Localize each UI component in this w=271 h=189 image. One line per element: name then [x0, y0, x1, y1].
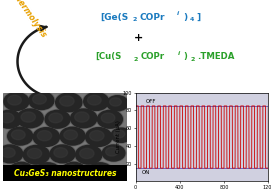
- Text: Cu₂GeS₃ nanostructures: Cu₂GeS₃ nanostructures: [14, 169, 116, 178]
- Circle shape: [60, 127, 85, 145]
- Circle shape: [0, 144, 24, 163]
- Circle shape: [85, 127, 113, 147]
- Circle shape: [55, 92, 83, 112]
- Circle shape: [80, 148, 94, 159]
- Circle shape: [64, 130, 78, 140]
- Circle shape: [49, 144, 76, 163]
- Circle shape: [90, 131, 104, 141]
- Circle shape: [8, 95, 21, 105]
- Circle shape: [61, 162, 87, 180]
- Text: COPr: COPr: [141, 52, 165, 61]
- Circle shape: [17, 109, 43, 128]
- Circle shape: [8, 127, 33, 145]
- Text: ]: ]: [196, 12, 200, 22]
- Text: i: i: [178, 51, 180, 56]
- Text: 4: 4: [190, 17, 194, 22]
- Circle shape: [29, 92, 54, 109]
- Circle shape: [96, 110, 123, 129]
- Circle shape: [37, 131, 52, 141]
- Circle shape: [44, 110, 71, 129]
- Circle shape: [70, 108, 98, 128]
- Circle shape: [0, 110, 21, 128]
- Circle shape: [65, 165, 78, 174]
- Text: COPr: COPr: [140, 12, 165, 22]
- Circle shape: [114, 130, 125, 138]
- Circle shape: [34, 162, 61, 181]
- Circle shape: [60, 96, 74, 106]
- Text: OFF: OFF: [146, 99, 156, 104]
- Text: i: i: [177, 11, 179, 16]
- Circle shape: [13, 165, 26, 174]
- Circle shape: [45, 110, 70, 128]
- Text: co-thermolysis: co-thermolysis: [3, 0, 49, 39]
- Circle shape: [23, 146, 50, 164]
- Circle shape: [0, 110, 22, 129]
- Circle shape: [102, 145, 125, 161]
- Circle shape: [91, 165, 105, 175]
- Circle shape: [0, 113, 14, 123]
- Circle shape: [49, 113, 63, 123]
- Circle shape: [106, 147, 118, 156]
- Circle shape: [28, 91, 55, 110]
- Circle shape: [83, 92, 110, 111]
- Circle shape: [33, 128, 59, 146]
- Text: 2: 2: [191, 57, 195, 62]
- Circle shape: [88, 163, 112, 180]
- Circle shape: [11, 130, 25, 140]
- Circle shape: [4, 93, 29, 110]
- Circle shape: [39, 165, 53, 175]
- Circle shape: [22, 145, 50, 165]
- Circle shape: [71, 109, 97, 128]
- Circle shape: [32, 127, 60, 147]
- Circle shape: [9, 162, 33, 179]
- Circle shape: [75, 112, 89, 122]
- Circle shape: [98, 110, 122, 128]
- Circle shape: [54, 148, 67, 157]
- Text: .TMEDA: .TMEDA: [197, 52, 234, 61]
- Circle shape: [110, 127, 132, 143]
- Circle shape: [84, 93, 109, 110]
- Circle shape: [3, 92, 30, 111]
- Text: ): ): [184, 52, 188, 61]
- Text: +: +: [134, 33, 144, 43]
- Circle shape: [21, 112, 36, 122]
- Circle shape: [27, 148, 42, 159]
- Y-axis label: Current (μA): Current (μA): [116, 121, 121, 153]
- Circle shape: [88, 95, 101, 105]
- Text: 2: 2: [133, 17, 137, 22]
- Circle shape: [101, 113, 115, 123]
- Circle shape: [106, 95, 129, 112]
- Circle shape: [107, 96, 128, 111]
- Circle shape: [7, 127, 34, 146]
- Circle shape: [0, 145, 23, 163]
- Circle shape: [86, 162, 113, 181]
- Circle shape: [9, 162, 34, 180]
- Circle shape: [86, 128, 112, 146]
- Text: [Cu(S: [Cu(S: [95, 52, 121, 61]
- Text: 2: 2: [134, 57, 138, 62]
- Circle shape: [111, 128, 131, 142]
- Text: ): ): [183, 12, 187, 22]
- Circle shape: [110, 98, 121, 106]
- Text: [Ge(S: [Ge(S: [100, 12, 128, 22]
- Circle shape: [16, 108, 44, 128]
- Circle shape: [101, 144, 126, 162]
- Circle shape: [75, 145, 103, 165]
- Circle shape: [35, 163, 60, 180]
- Circle shape: [1, 148, 15, 157]
- Circle shape: [59, 127, 86, 146]
- Text: ON: ON: [142, 170, 150, 175]
- Circle shape: [56, 93, 82, 112]
- Circle shape: [33, 94, 46, 104]
- Circle shape: [76, 146, 102, 164]
- Circle shape: [50, 145, 75, 163]
- Circle shape: [62, 162, 86, 179]
- Bar: [3, 165, 127, 181]
